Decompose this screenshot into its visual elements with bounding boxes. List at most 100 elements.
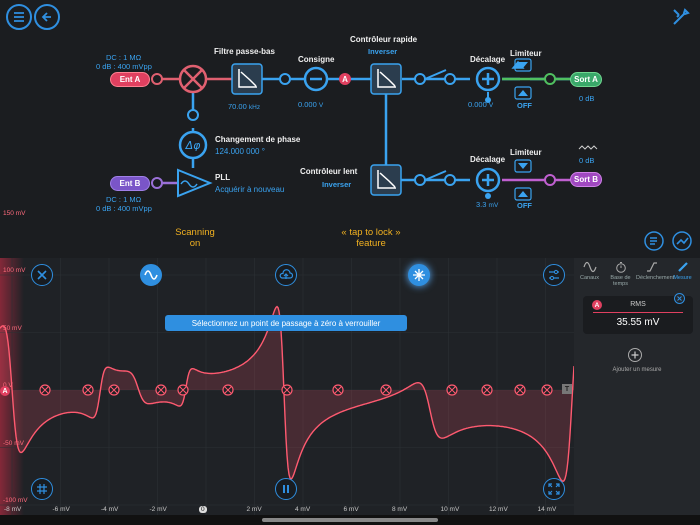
- sine-wave-icon: [144, 270, 158, 280]
- y-tick-label: -50 mV: [3, 439, 24, 447]
- pll-title: PLL: [215, 173, 231, 182]
- output-b-button[interactable]: Sort B: [570, 172, 602, 187]
- trigger-marker[interactable]: T: [562, 384, 572, 394]
- add-measure-button[interactable]: [628, 348, 642, 362]
- input-a-button[interactable]: Ent A: [110, 72, 150, 87]
- menu-button[interactable]: [6, 4, 32, 30]
- x-tick-label: 12 mV: [489, 506, 508, 513]
- fast-controller-title: Contrôleur rapide: [350, 35, 418, 44]
- limiter-a-state[interactable]: OFF: [517, 101, 532, 110]
- close-icon: [37, 270, 47, 280]
- ruler-icon: [677, 262, 688, 272]
- notes-icon: [644, 231, 664, 251]
- x-tick-label: -8 mV: [4, 506, 22, 513]
- close-icon: [677, 296, 682, 301]
- x-tick-label: -4 mV: [101, 506, 119, 513]
- pause-icon: [283, 485, 289, 493]
- tools-icon: [673, 8, 690, 25]
- measure-name: RMS: [630, 301, 646, 308]
- offset-a-title: Décalage: [470, 55, 506, 64]
- tab-measure[interactable]: Mesure: [667, 258, 698, 288]
- close-scope-button[interactable]: [31, 264, 53, 286]
- x-tick-label: -2 mV: [149, 506, 167, 513]
- output-a-gain[interactable]: 0 dB: [579, 94, 595, 103]
- offset-b-title: Décalage: [470, 155, 506, 164]
- zero-cross-toast: Sélectionnez un point de passage à zéro …: [165, 315, 407, 331]
- input-b-button[interactable]: Ent B: [110, 176, 150, 191]
- in-b-info2: 0 dB : 400 mVpp: [96, 204, 152, 213]
- svg-text:Δφ: Δφ: [185, 139, 202, 152]
- slow-controller-title: Contrôleur lent: [300, 167, 358, 176]
- y-tick-label: 0 V: [3, 382, 13, 389]
- phase-value[interactable]: 124.000 000 °: [215, 147, 265, 156]
- scope-plot: [0, 258, 574, 515]
- annotation-scanning: Scanning on: [175, 227, 215, 249]
- cloud-upload-button[interactable]: [275, 264, 297, 286]
- lowpass-title: Filtre passe-bas: [214, 47, 275, 56]
- tab-timebase[interactable]: Base de temps: [605, 258, 636, 288]
- annotation-tap-to-lock: « tap to lock » feature: [341, 227, 401, 249]
- in-b-info1: DC : 1 MΩ: [106, 195, 142, 204]
- x-tick-label: 2 mV: [246, 506, 262, 513]
- x-tick-label: 0: [199, 506, 207, 513]
- x-tick-label: 4 mV: [295, 506, 311, 513]
- output-a-button[interactable]: Sort A: [570, 72, 602, 87]
- fast-controller-invert[interactable]: Inverser: [368, 47, 398, 56]
- setpoint-title: Consigne: [298, 55, 335, 64]
- back-button[interactable]: [34, 4, 60, 30]
- offset-b-value[interactable]: 3.3 mV: [476, 200, 499, 209]
- plus-icon: [631, 351, 639, 359]
- tab-trigger[interactable]: Déclenchement: [636, 258, 674, 288]
- stopwatch-icon: [615, 262, 626, 273]
- home-indicator-bar: [0, 515, 700, 525]
- x-tick-label: 8 mV: [392, 506, 408, 513]
- sparkle-icon: [413, 269, 425, 281]
- block-diagram-panel: [0, 0, 700, 258]
- tab-channels[interactable]: Canaux: [574, 258, 605, 288]
- y-tick-label: 100 mV: [3, 267, 26, 274]
- tap-to-lock-button[interactable]: [408, 264, 430, 286]
- tools-button[interactable]: [668, 4, 694, 30]
- x-tick-label: -6 mV: [52, 506, 70, 513]
- x-tick-label: 10 mV: [440, 506, 460, 513]
- home-indicator[interactable]: [262, 518, 438, 522]
- chart-button[interactable]: [671, 230, 693, 252]
- measure-value: 35.55 mV: [616, 317, 660, 328]
- sliders-icon: [549, 269, 559, 281]
- pause-button[interactable]: [275, 478, 297, 500]
- arrow-left-icon: [41, 12, 51, 22]
- y-tick-label: 150 mV: [3, 209, 26, 217]
- phase-title: Changement de phase: [215, 135, 301, 144]
- grid-button[interactable]: [31, 478, 53, 500]
- marker-a: A: [342, 75, 348, 84]
- menu-icon: [14, 12, 24, 22]
- slow-controller-invert[interactable]: Inverser: [322, 180, 352, 189]
- pll-reacquire[interactable]: Acquérir à nouveau: [215, 185, 285, 194]
- fullscreen-button[interactable]: [543, 478, 565, 500]
- notes-button[interactable]: [643, 230, 665, 252]
- channel-a-marker[interactable]: A: [0, 386, 10, 396]
- cloud-upload-icon: [279, 269, 293, 279]
- offset-a-value[interactable]: 0.000 V: [468, 100, 494, 109]
- add-measure-label[interactable]: Ajouter un mesure: [612, 367, 662, 373]
- limiter-b-title: Limiteur: [510, 148, 542, 157]
- y-tick-label: -100 mV: [3, 497, 28, 504]
- y-tick-label: 50 mV: [3, 324, 22, 332]
- scanning-button[interactable]: [140, 264, 162, 286]
- remove-measure-button[interactable]: [674, 293, 685, 304]
- grid-icon: [37, 484, 47, 494]
- scope-settings-button[interactable]: [543, 264, 565, 286]
- x-tick-label: 6 mV: [343, 506, 359, 513]
- output-b-gain[interactable]: 0 dB: [579, 156, 595, 165]
- setpoint-value[interactable]: 0.000 V: [298, 100, 324, 109]
- in-a-info2: 0 dB : 400 mVpp: [96, 62, 152, 71]
- trigger-edge-icon: [646, 262, 657, 272]
- limiter-b-state[interactable]: OFF: [517, 201, 532, 210]
- measurement-card[interactable]: A RMS 35.55 mV: [583, 296, 693, 334]
- signal-path-diagram: Δφ A: [151, 58, 598, 201]
- chart-icon: [672, 231, 692, 251]
- expand-icon: [548, 483, 560, 495]
- measure-divider: [593, 312, 683, 313]
- lowpass-value[interactable]: 70.00 kHz: [228, 102, 261, 111]
- in-a-info1: DC : 1 MΩ: [106, 53, 142, 62]
